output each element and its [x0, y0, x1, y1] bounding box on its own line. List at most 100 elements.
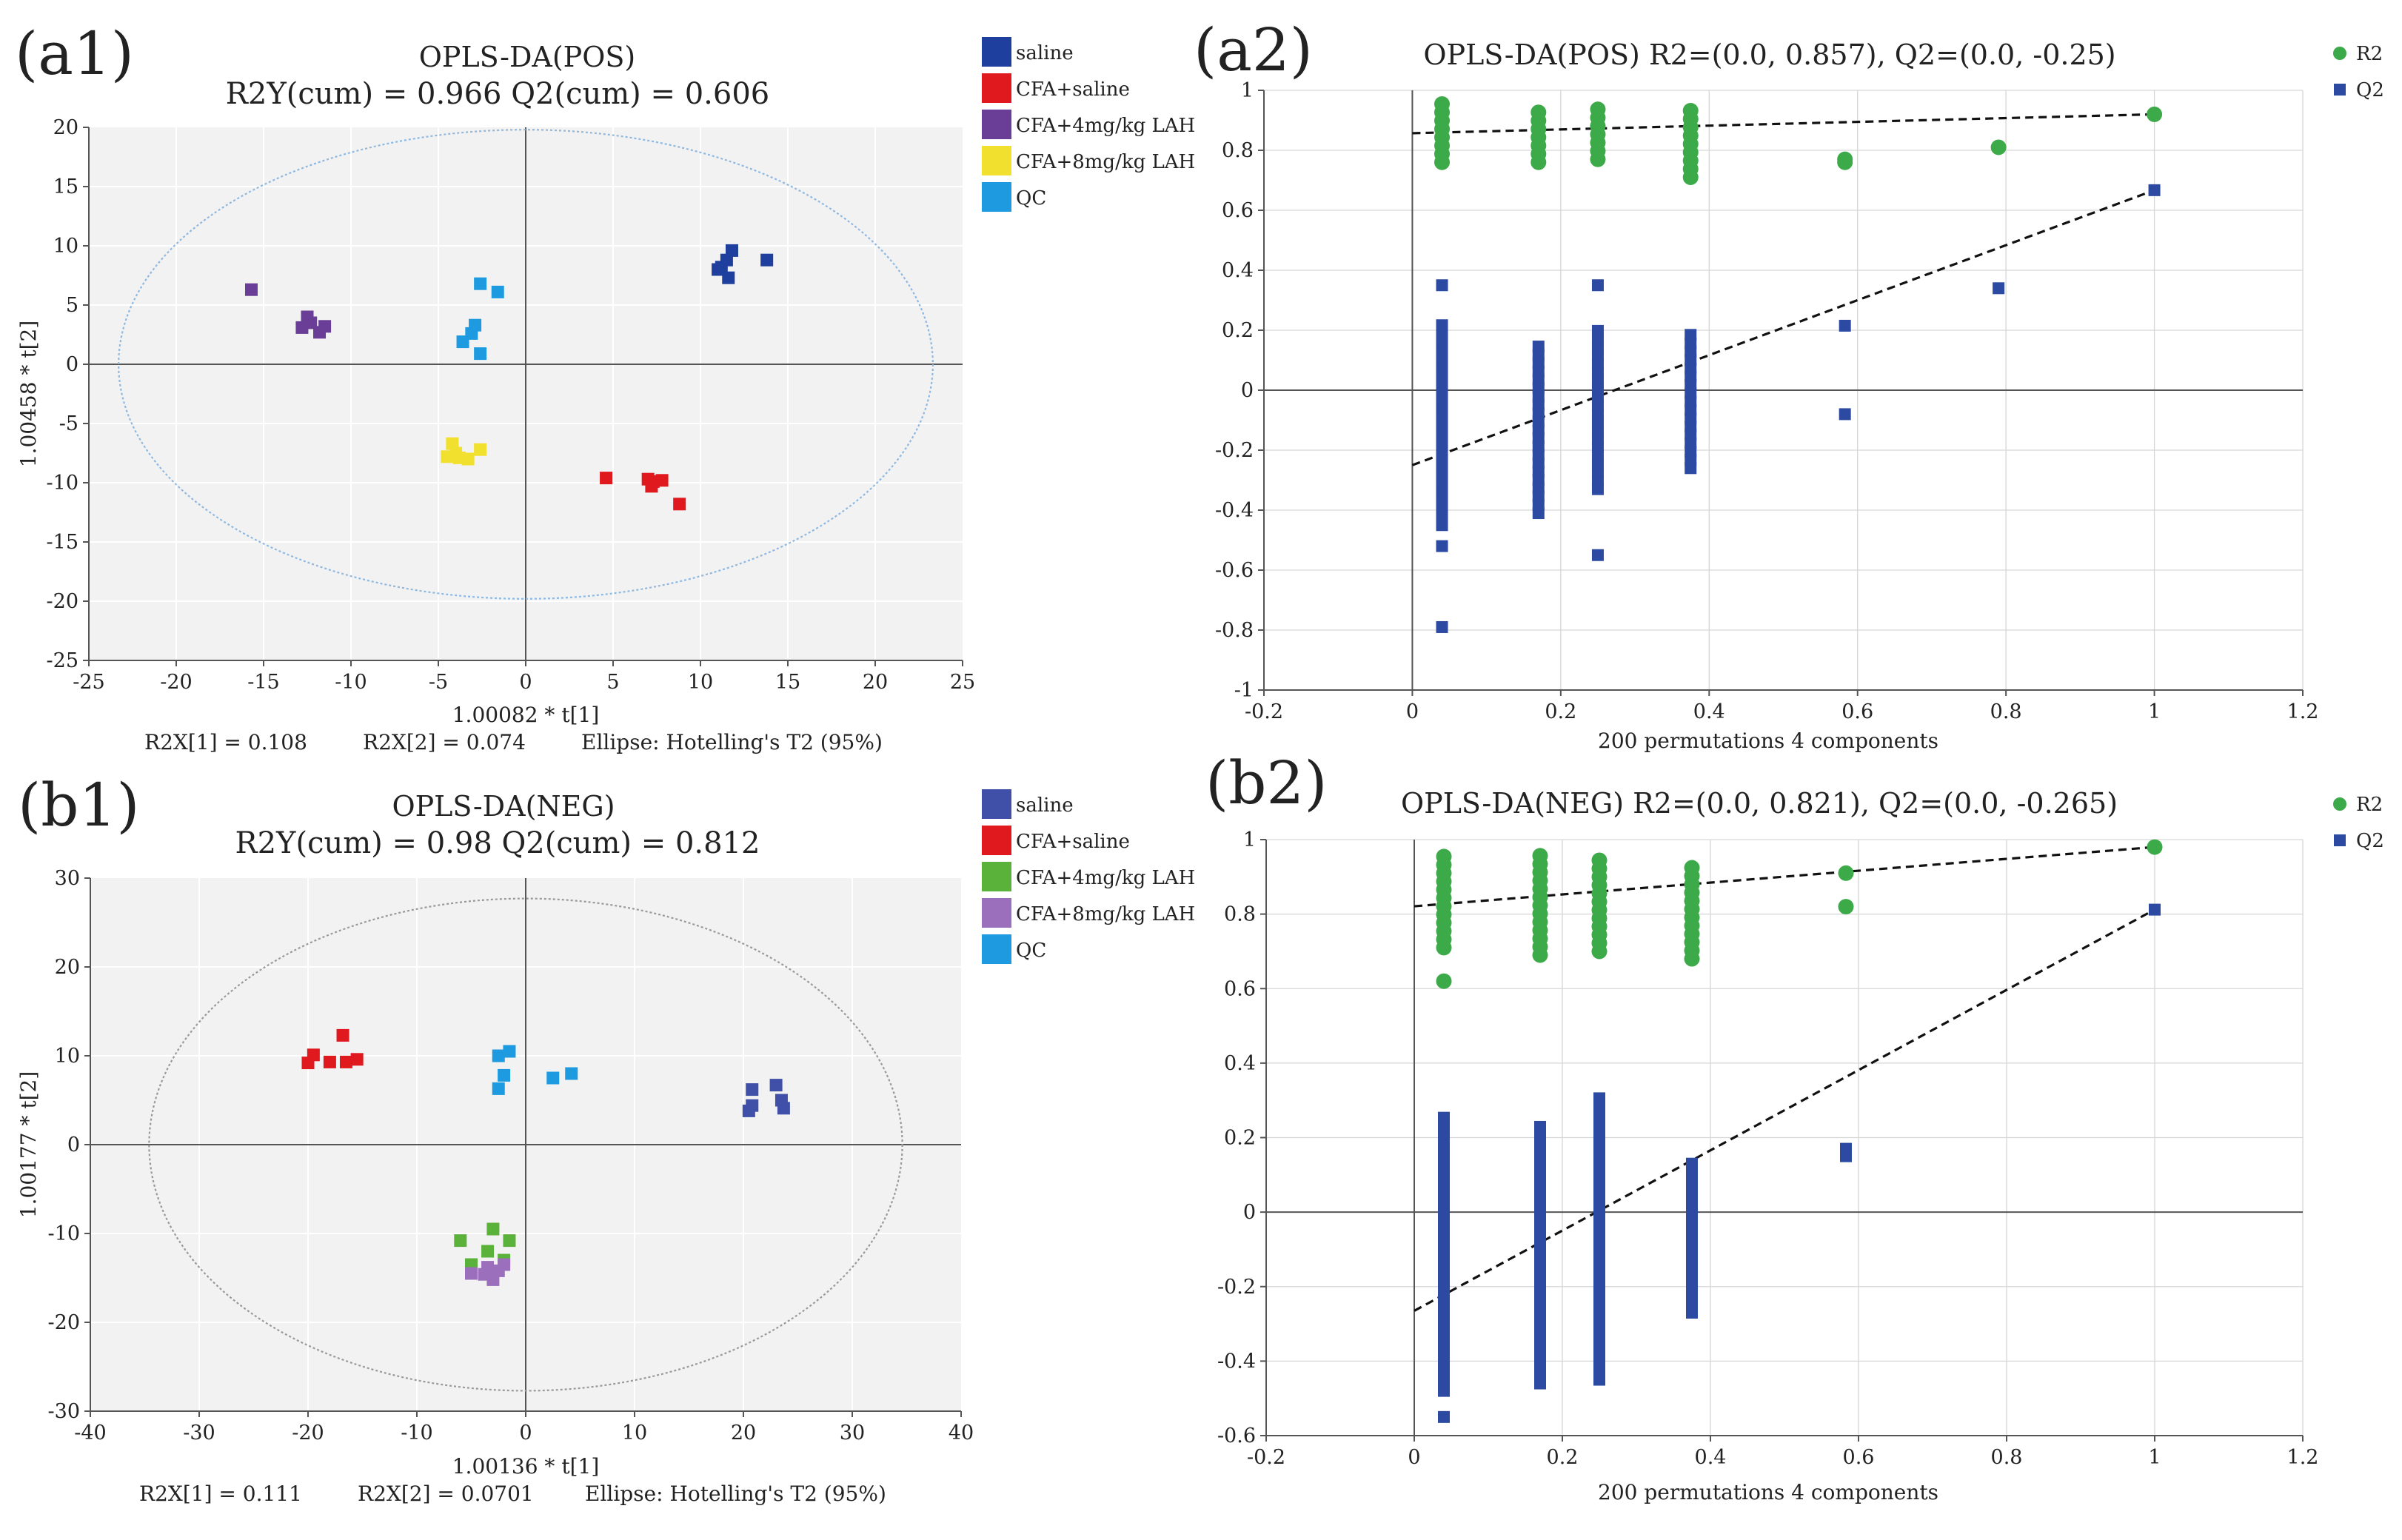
x-tick-label: 0.8	[1991, 1446, 2023, 1469]
points	[1436, 839, 2163, 1423]
x-tick-label: 0.4	[1693, 700, 1725, 723]
r2-point	[1436, 973, 1452, 989]
x-tick-label: 20	[863, 671, 888, 694]
y-tick-label: 0	[1241, 379, 1254, 402]
x-tick-label: 0	[519, 1422, 532, 1444]
data-point	[307, 1048, 320, 1062]
y-tick-label: -5	[59, 412, 78, 435]
data-point	[449, 446, 463, 460]
ellipse-layer	[148, 897, 903, 1392]
y-ticks: -1 -0.8 -0.6 -0.4 -0.2 0 0.2 0.4 0.6 0.8 1	[1215, 79, 1264, 702]
data-point	[323, 1055, 336, 1068]
q2-point	[1686, 1157, 1698, 1170]
x-tick-label: 20	[731, 1422, 756, 1444]
x-tick-label: -25	[73, 671, 104, 694]
data-point	[244, 283, 258, 296]
chart-title: OPLS-DA(NEG)	[392, 790, 615, 823]
x-tick-label: 10	[622, 1422, 647, 1444]
y-axis-label: 1.00177 * t[2]	[16, 1071, 41, 1219]
x-axis-label: 1.00136 * t[1]	[452, 1454, 600, 1479]
y-tick-label: -20	[48, 1311, 80, 1334]
data-point	[777, 1102, 790, 1115]
x-tick-label: -0.2	[1245, 700, 1283, 723]
r2-point	[1684, 860, 1700, 876]
y-tick-label: 10	[53, 235, 78, 258]
x-tick-label: 0.6	[1843, 1446, 1875, 1469]
x-tick-label: 15	[775, 671, 800, 694]
y-tick-label: 0	[67, 1134, 80, 1156]
r2-point	[1590, 101, 1606, 118]
q2-point	[1593, 1092, 1605, 1105]
q2-point	[1438, 1410, 1450, 1423]
y-axis-label: 1.00458 * t[2]	[16, 321, 41, 468]
data-point	[565, 1067, 578, 1080]
y-tick-label: -20	[47, 590, 78, 613]
data-point	[498, 1068, 511, 1082]
y-tick-label: -0.6	[1217, 1424, 1256, 1447]
legend-label: CFA+saline	[1016, 831, 1130, 853]
chart-title: OPLS-DA(POS)	[419, 41, 636, 73]
x-tick-label: 0.6	[1841, 700, 1873, 723]
q2-point	[2148, 184, 2161, 196]
x-ticks: -0.2 0 0.2 0.4 0.6 0.8 1 1.2	[1245, 690, 2318, 723]
y-tick-label: 5	[66, 294, 78, 317]
y-tick-label: 20	[53, 116, 78, 139]
data-point	[503, 1045, 516, 1058]
legend-swatch	[982, 826, 1011, 855]
y-ticks: -25 -20 -15 -10 -5 0 5 10 15 20	[47, 116, 89, 672]
legend: saline CFA+saline CFA+4mg/kg LAH CFA+8mg/kg…	[982, 37, 1195, 212]
y-tick-label: 0.4	[1224, 1052, 1256, 1075]
x-tick-label: 25	[950, 671, 975, 694]
y-tick-label: 1	[1243, 828, 1256, 851]
y-tick-label: 0.8	[1224, 903, 1256, 926]
legend-label: CFA+8mg/kg LAH	[1016, 903, 1195, 925]
legend-marker	[2334, 84, 2346, 96]
x-tick-label: 1.2	[2287, 1446, 2319, 1469]
r2-point	[1530, 104, 1547, 121]
hotelling-ellipse	[148, 897, 903, 1392]
data-point	[478, 1268, 491, 1281]
q2-point	[1436, 620, 1448, 633]
x-ticks: -0.2 0 0.2 0.4 0.6 0.8 1 1.2	[1247, 1436, 2319, 1469]
data-point	[492, 1049, 505, 1062]
footnote-r2x2: R2X[2] = 0.0701	[358, 1482, 534, 1506]
y-tick-label: 0.4	[1222, 259, 1254, 282]
x-tick-label: 0.2	[1547, 1446, 1579, 1469]
legend-label: R2	[2356, 794, 2383, 816]
data-point	[492, 1082, 505, 1095]
legend-swatch	[982, 73, 1011, 103]
legend-label: QC	[1016, 187, 1046, 210]
r2-point	[1837, 154, 1853, 170]
data-point	[486, 1222, 500, 1236]
data-point	[474, 277, 487, 290]
data-point	[720, 253, 733, 267]
data-point	[746, 1099, 759, 1112]
legend-marker	[2333, 47, 2346, 60]
y-tick-label: 0.6	[1224, 977, 1256, 1000]
y-tick-label: -30	[48, 1400, 80, 1423]
y-tick-label: 10	[55, 1045, 80, 1068]
x-tick-label: -15	[247, 671, 279, 694]
r2-point	[1591, 852, 1608, 868]
x-axis-label: 200 permutations 4 components	[1598, 1480, 1938, 1504]
data-point	[600, 472, 613, 485]
data-point	[491, 285, 504, 298]
y-tick-label: 15	[53, 175, 78, 198]
y-tick-label: -10	[48, 1222, 80, 1245]
data-point	[673, 498, 686, 511]
data-point	[746, 1083, 759, 1097]
x-ticks: -40 -30 -20 -10 0 10 20 30 40	[74, 1411, 974, 1444]
x-axis-label: 200 permutations 4 components	[1598, 729, 1938, 753]
footnote-r2x2: R2X[2] = 0.074	[363, 730, 526, 754]
data-point	[498, 1258, 511, 1271]
x-tick-label: 0	[1408, 1446, 1420, 1469]
y-tick-label: 0.6	[1222, 199, 1254, 222]
legend-label: CFA+saline	[1016, 78, 1130, 101]
data-point	[465, 1267, 478, 1280]
hotelling-ellipse	[118, 129, 934, 600]
chart-title: OPLS-DA(NEG) R2=(0.0, 0.821), Q2=(0.0, -…	[1401, 787, 2118, 820]
q2-point	[1591, 324, 1604, 337]
data-point	[769, 1079, 783, 1092]
q2-point	[1839, 319, 1851, 332]
